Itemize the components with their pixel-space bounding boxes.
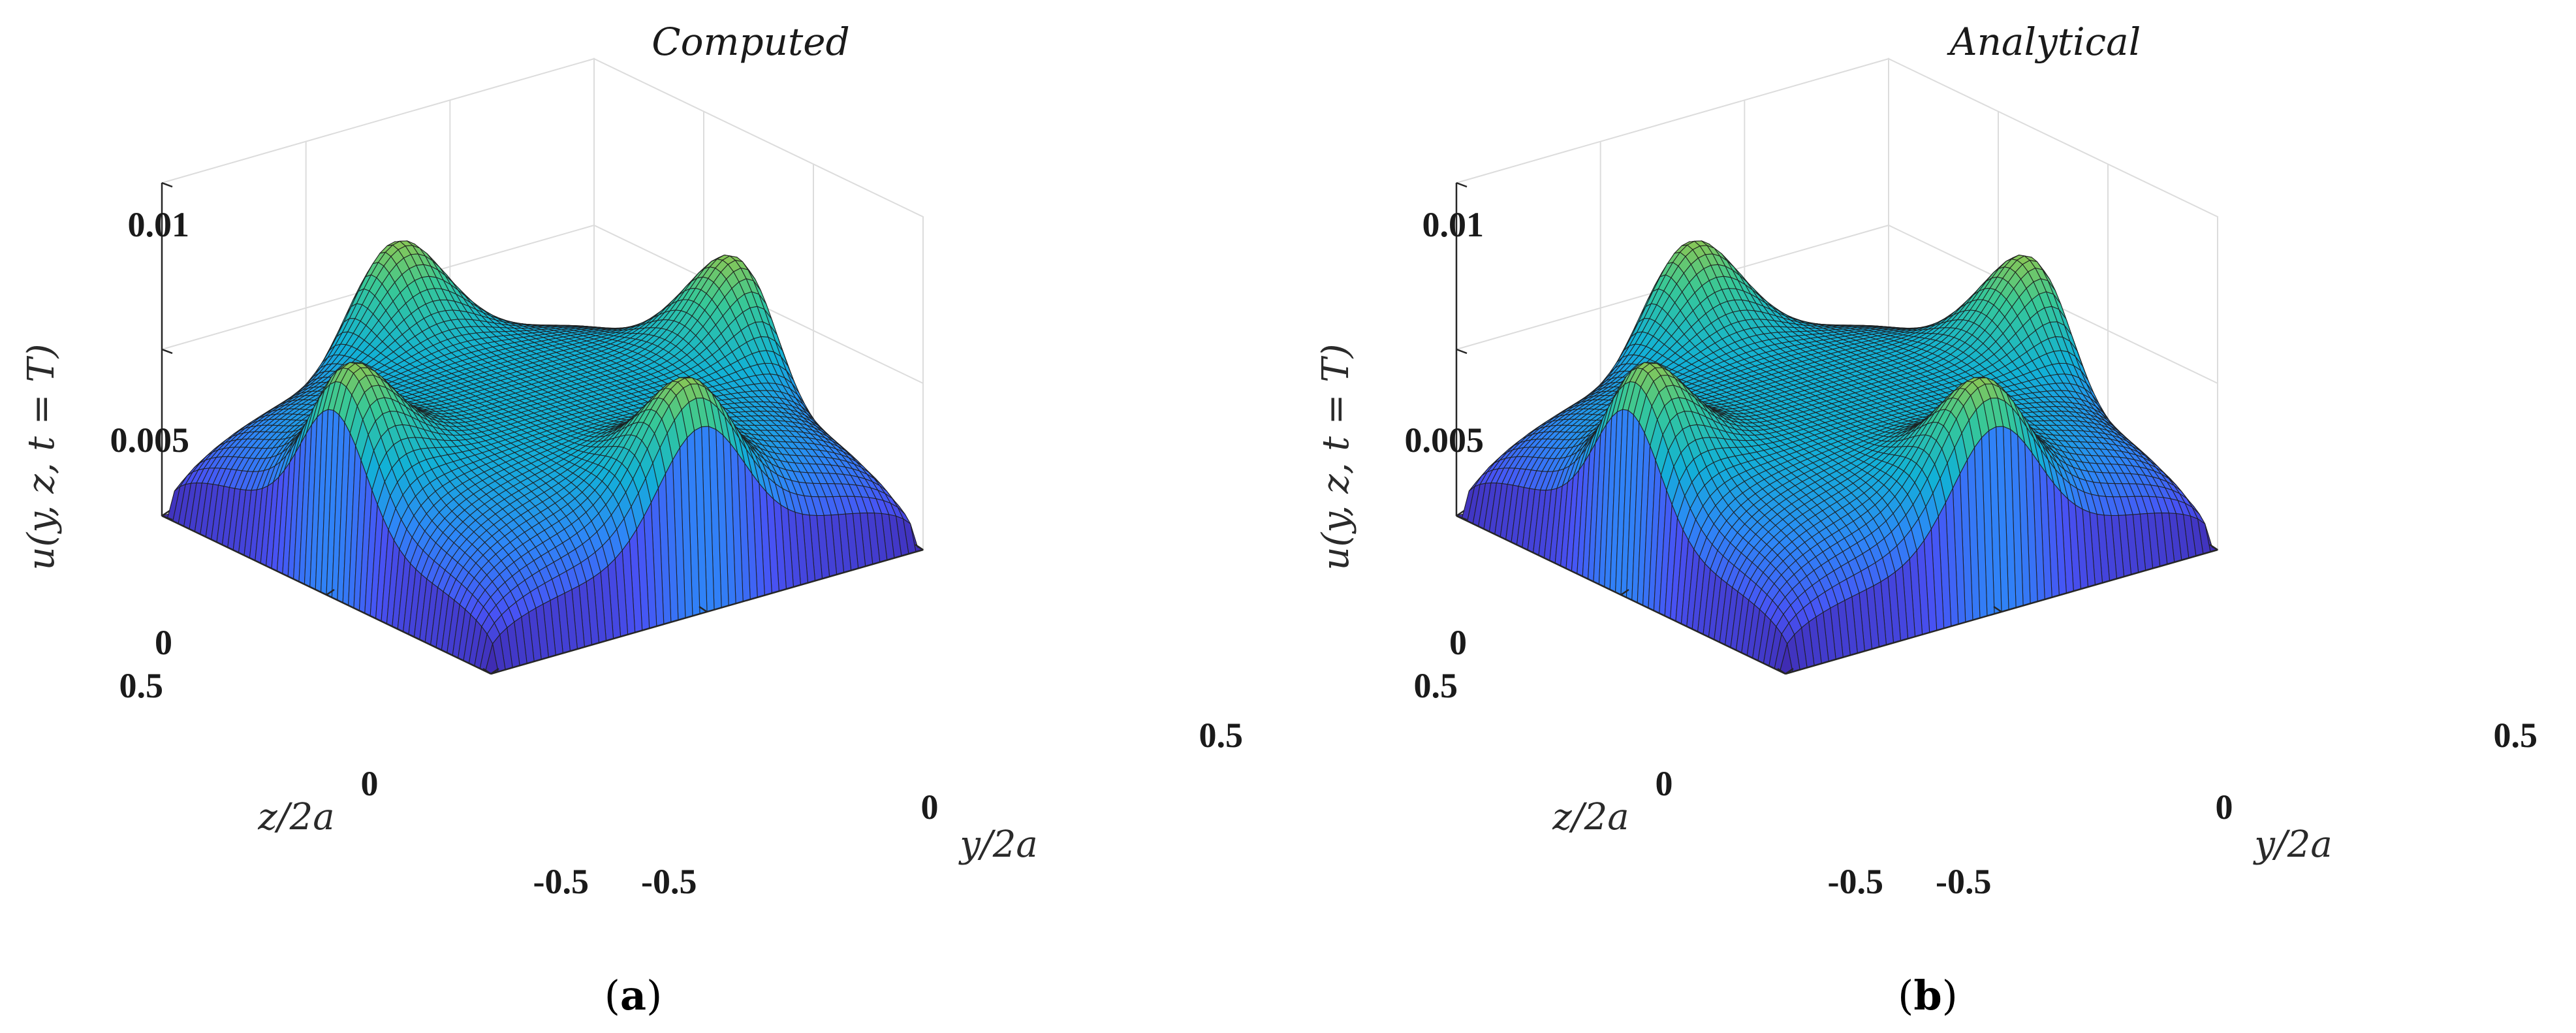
grid-horizontal-mid <box>1456 224 2218 384</box>
axes-a <box>161 182 924 675</box>
surface-plot-a: Computed 0.01 0.005 0 0.5 0 -0.5 -0.5 0 … <box>20 20 1244 1019</box>
y-axis-tick-label-neg0.5: -0.5 <box>641 862 697 901</box>
chart-title-a: Computed <box>652 20 850 64</box>
z-axis-label-a: z/2a <box>257 796 334 838</box>
surface-a <box>161 240 924 675</box>
z-tick-label-0: 0 <box>155 623 172 662</box>
z-axis-tick-label-neg0.5: -0.5 <box>533 862 589 901</box>
u-axis-tick <box>161 348 173 355</box>
z-axis-tick-label-0: 0 <box>361 764 379 803</box>
y-axis-tick-label-0: 0 <box>921 787 939 827</box>
u-axis-label-a: u(y, z, t = T) <box>20 343 63 570</box>
z-axis-tick <box>326 588 335 596</box>
y-axis-tick <box>482 667 492 675</box>
panel-b: Analytical 0.01 0.005 0 0.5 0 -0.5 -0.5 … <box>1288 0 2576 1033</box>
z-tick-label-0.01: 0.01 <box>128 205 190 244</box>
z-tick-label-0.005: 0.005 <box>110 421 190 460</box>
surface-plot-b: Analytical 0.01 0.005 0 0.5 0 -0.5 -0.5 … <box>1315 20 2537 1019</box>
y-axis-label-a: y/2a <box>958 823 1038 866</box>
y-axis-tick-label-0.5: 0.5 <box>1199 716 1244 755</box>
panel-a: Computed 0.01 0.005 0 0.5 0 -0.5 -0.5 0 … <box>20 20 1244 1019</box>
caption-a: (a) <box>605 972 663 1019</box>
chart-title-b: Analytical <box>1947 20 2141 64</box>
grid-horizontal-mid <box>161 224 924 384</box>
u-axis-tick <box>161 182 173 188</box>
surface-b <box>1455 240 2219 675</box>
u-axis-tick <box>161 515 173 521</box>
y-axis-tick <box>699 605 708 613</box>
z-axis-tick <box>161 509 170 517</box>
z-axis-tick <box>490 667 499 675</box>
z-axis-tick-label-0.5: 0.5 <box>119 666 164 705</box>
y-axis-tick <box>915 543 924 551</box>
